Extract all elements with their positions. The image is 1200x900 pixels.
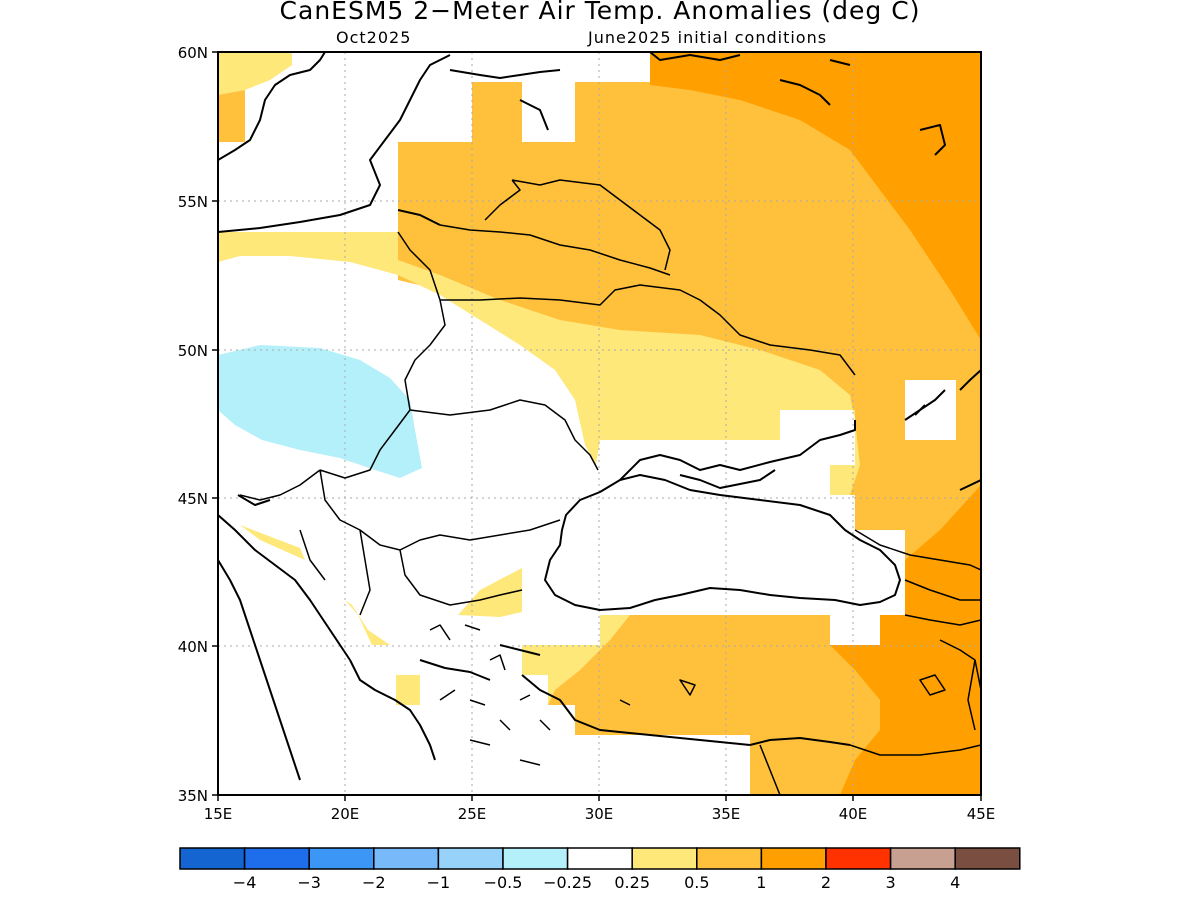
anomaly-region-lightorange-nw — [218, 90, 245, 142]
colorbar-box-5 — [502, 847, 569, 870]
colorbar-box-9 — [760, 847, 827, 870]
adriatic-coast — [218, 494, 351, 661]
colorbar-box-7 — [631, 847, 698, 870]
initial-conditions: June2025 initial conditions — [588, 28, 828, 47]
lon-label-40e: 40E — [839, 805, 868, 823]
lat-label-55n: 55N — [178, 193, 208, 211]
colorbar-label-7: 0.5 — [684, 873, 709, 892]
colorbar-box-12 — [954, 847, 1021, 870]
italy-coast — [218, 559, 301, 781]
colorbar-box-4 — [437, 847, 504, 870]
black-sea-coast — [544, 474, 901, 611]
crimea-azov-coast — [619, 420, 856, 489]
anomaly-region-yellow-balkan — [345, 600, 390, 645]
colorbar-label-10: 3 — [886, 873, 896, 892]
anomaly-region-yellow-south — [522, 615, 630, 705]
colorbar-label-2: −2 — [362, 873, 386, 892]
axis-ticks — [212, 51, 982, 801]
lat-label-35n: 35N — [178, 787, 208, 805]
caspian-coast — [959, 369, 981, 491]
colorbar-box-0 — [179, 847, 246, 870]
anomaly-region-yellow-adriatic — [240, 525, 305, 560]
north-coast — [649, 52, 946, 156]
colorbar-label-0: −4 — [233, 873, 257, 892]
baltic-coast — [218, 54, 451, 233]
colorbar-label-6: 0.25 — [614, 873, 650, 892]
colorbar-label-3: −1 — [427, 873, 451, 892]
forecast-month: Oct2025 — [336, 28, 412, 47]
anomaly-region-yellow-greece — [396, 675, 420, 705]
country-borders — [239, 179, 981, 795]
colorbar-label-11: 4 — [950, 873, 960, 892]
colorbar-box-1 — [243, 847, 310, 870]
lat-label-45n: 45N — [178, 490, 208, 508]
greece-coast — [349, 644, 541, 761]
colorbar-label-5: −0.25 — [543, 873, 592, 892]
colorbar-label-4: −0.5 — [484, 873, 523, 892]
coastlines-borders — [218, 52, 981, 795]
aegean-islands — [429, 624, 946, 766]
colorbar-box-3 — [373, 847, 440, 870]
turkey-coast — [521, 674, 851, 746]
azov-inset-coast — [904, 389, 946, 421]
anomaly-region-orange-southeast — [830, 485, 981, 795]
anomaly-shading — [218, 52, 981, 795]
lon-label-25e: 25E — [458, 805, 487, 823]
latitude-labels: 35N 40N 45N 50N 55N 60N — [178, 44, 208, 805]
anomaly-region-orange-east — [650, 52, 981, 340]
map-title: CanESM5 2−Meter Air Temp. Anomalies (deg… — [279, 0, 921, 25]
colorbar-box-11 — [889, 847, 956, 870]
graticule — [218, 52, 981, 795]
anomaly-region-yellow-thrace — [458, 568, 522, 617]
colorbar-box-10 — [825, 847, 892, 870]
lon-label-20e: 20E — [331, 805, 360, 823]
anomaly-region-yellow-belt — [218, 232, 860, 495]
anomaly-region-cyan — [218, 345, 422, 478]
sweden-coast — [218, 52, 326, 161]
colorbar-label-9: 2 — [821, 873, 831, 892]
colorbar-label-1: −3 — [297, 873, 321, 892]
lon-label-30e: 30E — [585, 805, 614, 823]
lon-label-35e: 35E — [712, 805, 741, 823]
anomaly-region-yellow-nw — [218, 52, 292, 95]
colorbar-box-8 — [696, 847, 763, 870]
lat-label-40n: 40N — [178, 638, 208, 656]
colorbar-labels: −4 −3 −2 −1 −0.5 −0.25 0.25 0.5 1 2 3 4 — [233, 873, 960, 892]
gulf-finland — [449, 69, 561, 131]
longitude-labels: 15E 20E 25E 30E 35E 40E 45E — [204, 805, 996, 823]
colorbar-boxes — [179, 847, 1021, 870]
lon-label-45e: 45E — [967, 805, 996, 823]
anomaly-gap-azov — [905, 380, 956, 440]
lon-label-15e: 15E — [204, 805, 233, 823]
lat-label-60n: 60N — [178, 44, 208, 62]
lat-label-50n: 50N — [178, 342, 208, 360]
colorbar-box-6 — [566, 847, 633, 870]
colorbar-label-8: 1 — [756, 873, 766, 892]
colorbar-box-2 — [308, 847, 375, 870]
